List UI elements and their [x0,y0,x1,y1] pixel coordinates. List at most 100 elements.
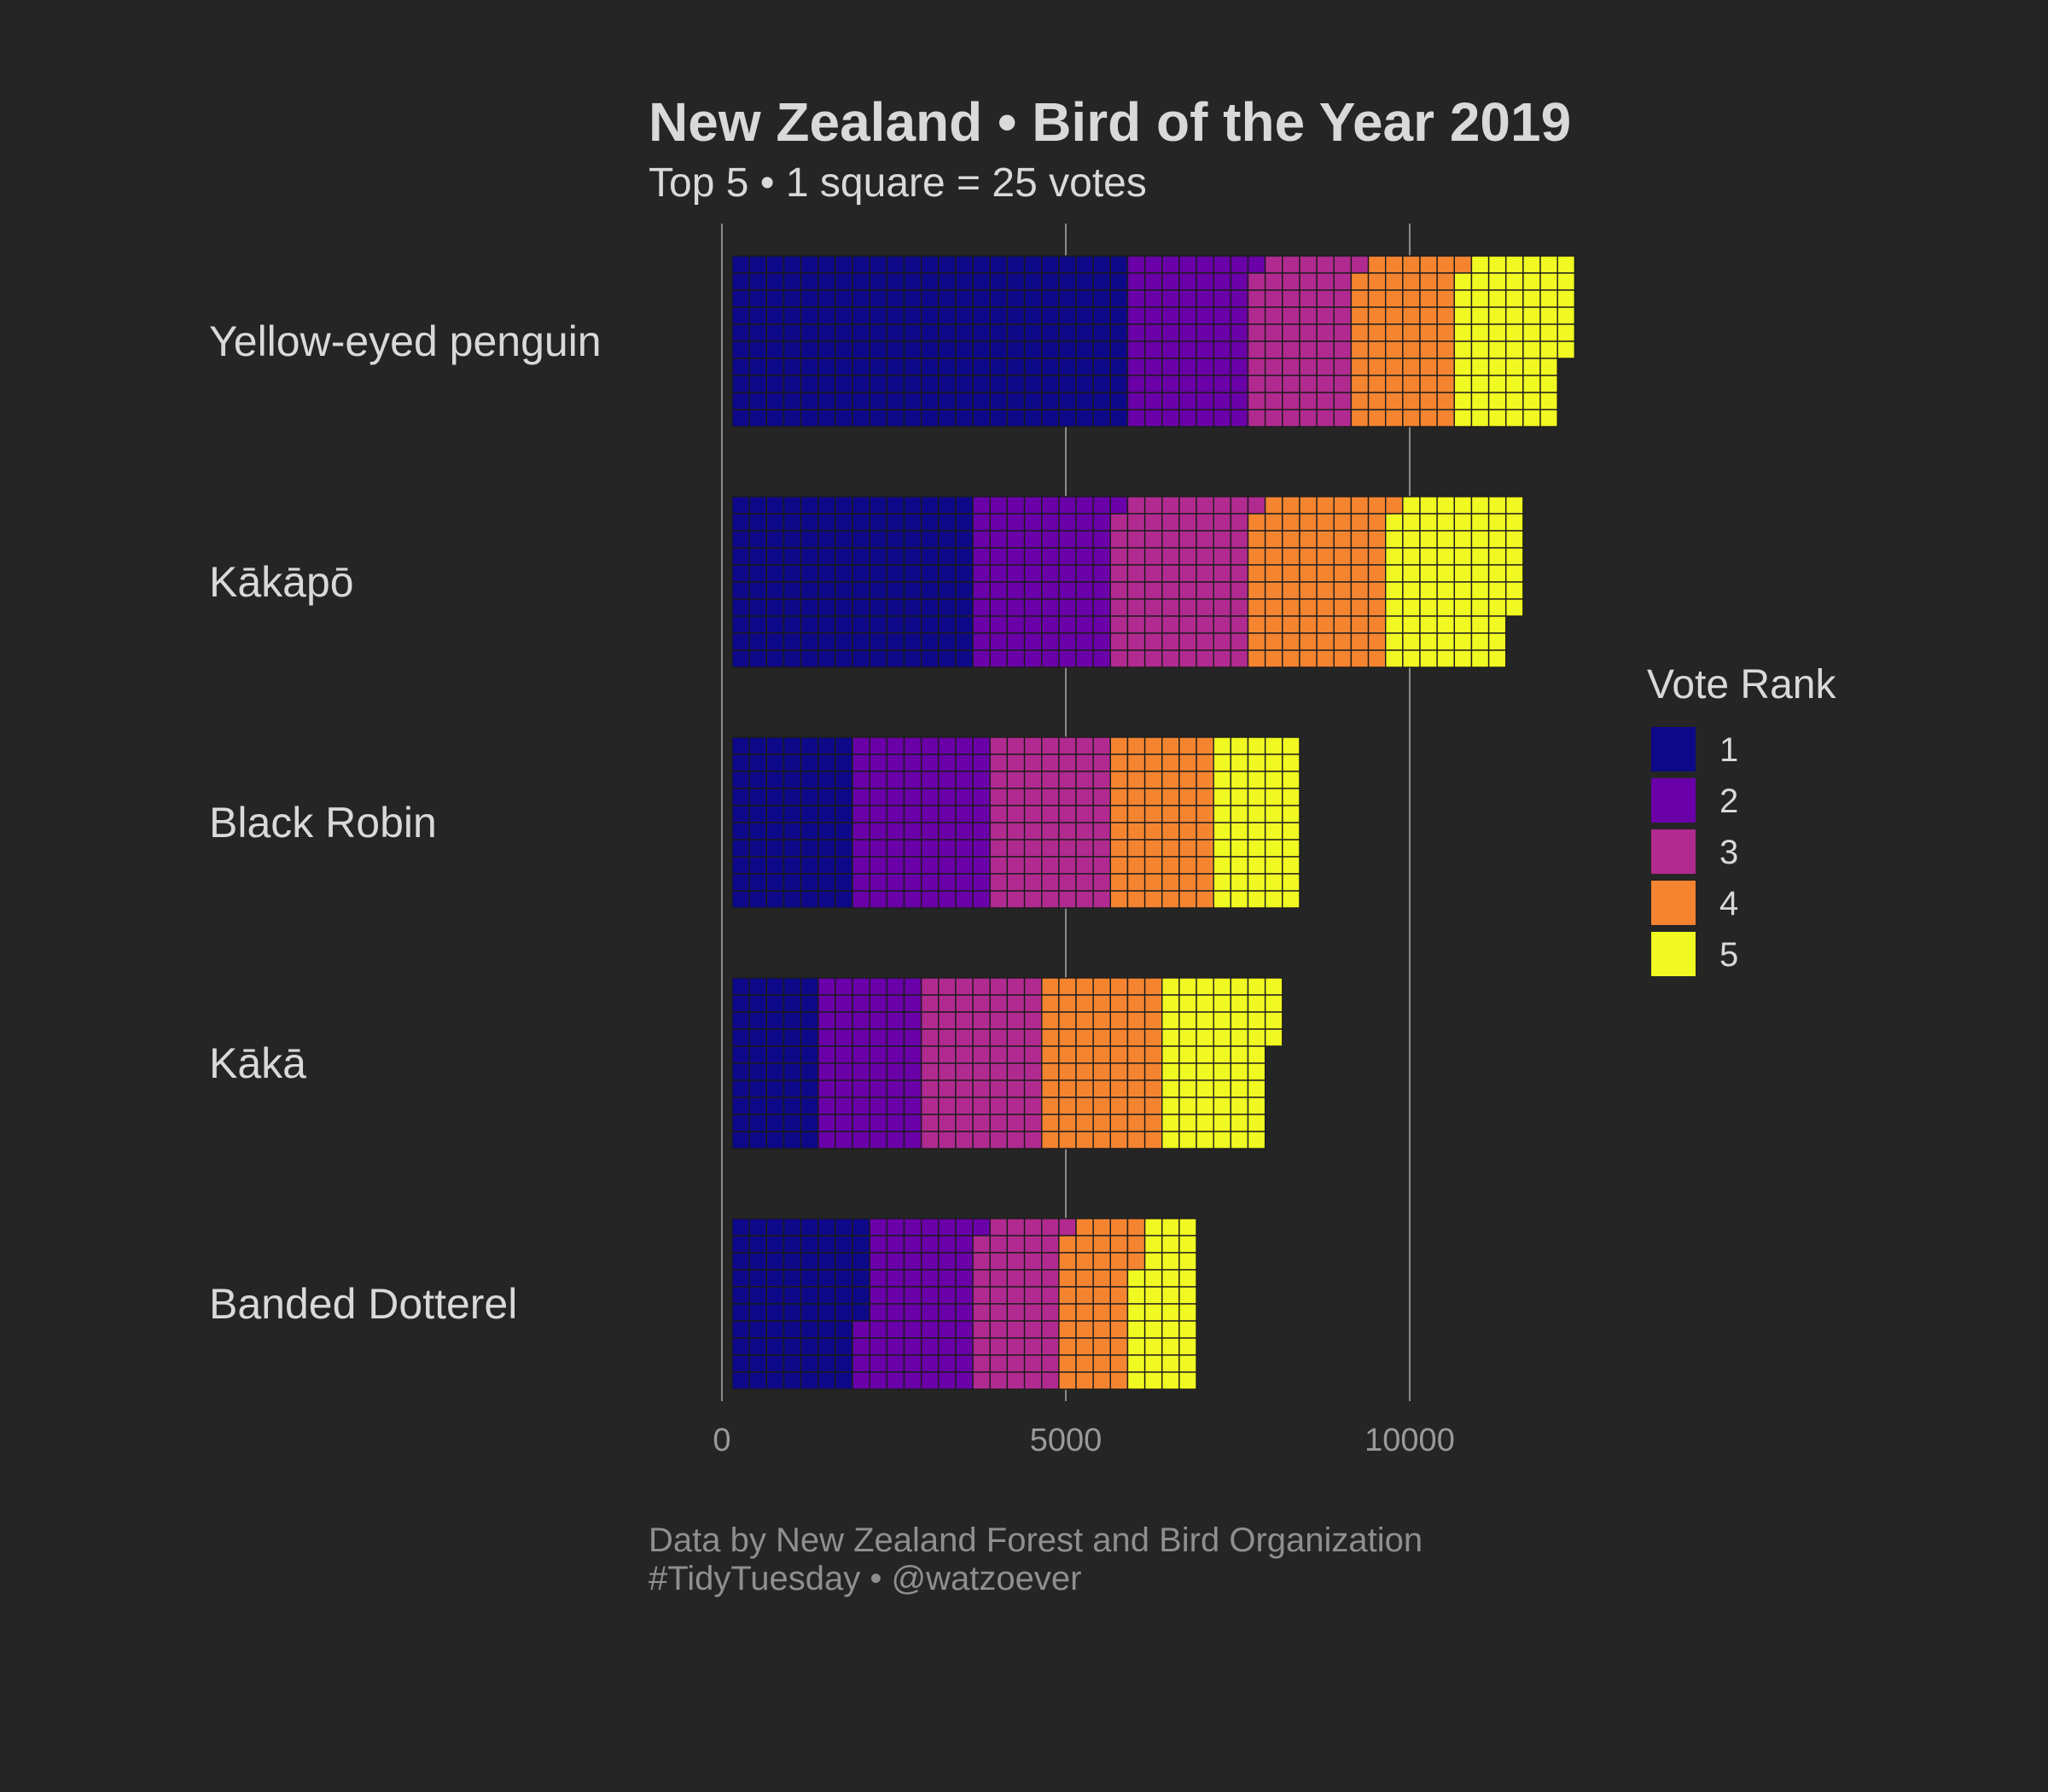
square-yellow-eyed-penguin-rank-1 [1006,375,1026,393]
square-kaka-rank-5 [1247,977,1266,996]
square-yellow-eyed-penguin-rank-2 [1196,272,1214,291]
square-kaka-rank-4 [1092,1097,1112,1115]
chart-title: New Zealand • Bird of the Year 2019 [649,91,1571,153]
square-yellow-eyed-penguin-rank-1 [1058,289,1077,308]
square-yellow-eyed-penguin-rank-2 [1230,272,1249,291]
square-banded-dotterel-rank-1 [835,1286,853,1305]
square-banded-dotterel-rank-4 [1075,1337,1094,1356]
square-kaka-rank-5 [1178,1028,1197,1047]
square-kaka-rank-1 [731,1079,750,1098]
square-black-robin-rank-2 [869,873,888,892]
square-kakapo-rank-1 [903,564,922,583]
square-yellow-eyed-penguin-rank-1 [886,272,905,291]
square-kakapo-rank-4 [1333,632,1353,651]
square-yellow-eyed-penguin-rank-4 [1419,375,1438,393]
square-black-robin-rank-3 [1023,736,1043,755]
square-banded-dotterel-rank-2 [903,1337,922,1356]
square-yellow-eyed-penguin-rank-2 [1196,375,1214,393]
square-yellow-eyed-penguin-rank-4 [1384,323,1404,342]
square-banded-dotterel-rank-2 [869,1218,888,1236]
square-kaka-rank-3 [1006,1079,1026,1098]
square-yellow-eyed-penguin-rank-1 [1058,375,1077,393]
square-yellow-eyed-penguin-rank-2 [1213,255,1232,274]
square-kakapo-rank-2 [1092,649,1112,668]
square-banded-dotterel-rank-1 [817,1252,836,1271]
square-kakapo-rank-4 [1367,632,1387,651]
square-kakapo-rank-1 [886,615,905,634]
square-black-robin-rank-2 [972,771,991,789]
square-kakapo-rank-3 [1143,564,1163,583]
square-yellow-eyed-penguin-rank-1 [869,375,888,393]
square-kaka-rank-4 [1092,977,1112,996]
square-kakapo-rank-1 [886,598,905,617]
square-kaka-rank-4 [1126,1097,1146,1115]
square-banded-dotterel-rank-2 [920,1337,940,1356]
square-black-robin-rank-5 [1230,753,1249,772]
square-black-robin-rank-2 [852,805,870,823]
square-yellow-eyed-penguin-rank-2 [1143,392,1163,410]
square-kaka-rank-2 [886,1131,905,1149]
square-black-robin-rank-5 [1213,873,1232,892]
square-kakapo-rank-1 [731,615,750,634]
square-yellow-eyed-penguin-rank-3 [1333,409,1353,428]
square-kakapo-rank-1 [955,513,974,532]
square-kakapo-rank-5 [1384,564,1404,583]
square-yellow-eyed-penguin-rank-1 [817,272,836,291]
square-yellow-eyed-penguin-rank-3 [1299,255,1318,274]
square-black-robin-rank-4 [1178,822,1197,841]
square-kakapo-rank-5 [1487,564,1507,583]
square-yellow-eyed-penguin-rank-1 [886,409,905,428]
square-kaka-rank-2 [817,994,836,1013]
square-yellow-eyed-penguin-rank-5 [1453,306,1473,325]
square-yellow-eyed-penguin-rank-2 [1213,375,1232,393]
square-yellow-eyed-penguin-rank-1 [955,323,974,342]
square-banded-dotterel-rank-1 [835,1354,853,1373]
square-black-robin-rank-1 [731,788,750,806]
square-black-robin-rank-2 [886,788,905,806]
square-kaka-rank-5 [1161,1011,1180,1030]
square-yellow-eyed-penguin-rank-4 [1367,306,1387,325]
square-black-robin-rank-2 [903,822,922,841]
square-kakapo-rank-2 [1092,564,1112,583]
square-yellow-eyed-penguin-rank-4 [1402,358,1421,376]
square-banded-dotterel-rank-2 [920,1371,940,1390]
square-kaka-rank-2 [835,1097,853,1115]
square-kaka-rank-5 [1161,1062,1180,1081]
square-kaka-rank-2 [852,1011,870,1030]
square-banded-dotterel-rank-2 [920,1320,940,1339]
square-kakapo-rank-1 [835,649,853,668]
square-banded-dotterel-rank-2 [938,1354,957,1373]
square-kaka-rank-1 [783,994,802,1013]
square-yellow-eyed-penguin-rank-1 [1109,289,1129,308]
square-black-robin-rank-1 [800,736,819,755]
square-black-robin-rank-1 [835,822,853,841]
square-black-robin-rank-2 [886,736,905,755]
square-black-robin-rank-3 [1023,873,1043,892]
square-black-robin-rank-3 [1092,822,1112,841]
square-black-robin-rank-1 [835,839,853,858]
square-kaka-rank-3 [1006,1028,1026,1047]
x-axis-ticks: 0 5000 10000 [713,1423,1454,1458]
square-black-robin-rank-5 [1282,890,1300,909]
square-kaka-rank-3 [955,977,974,996]
square-black-robin-rank-4 [1161,788,1180,806]
square-yellow-eyed-penguin-rank-2 [1178,306,1197,325]
square-banded-dotterel-rank-2 [955,1252,974,1271]
square-banded-dotterel-rank-3 [1040,1337,1060,1356]
square-black-robin-rank-1 [817,753,836,772]
square-black-robin-rank-5 [1247,856,1266,875]
square-kaka-rank-5 [1247,1062,1266,1081]
square-banded-dotterel-rank-3 [1006,1303,1026,1322]
square-kakapo-rank-5 [1436,598,1456,617]
square-kaka-rank-3 [920,994,940,1013]
square-banded-dotterel-rank-2 [903,1320,922,1339]
square-kakapo-rank-4 [1264,581,1283,600]
square-yellow-eyed-penguin-rank-1 [1058,358,1077,376]
square-yellow-eyed-penguin-rank-1 [1109,375,1129,393]
square-yellow-eyed-penguin-rank-1 [800,289,819,308]
square-banded-dotterel-rank-3 [1040,1269,1060,1288]
square-banded-dotterel-rank-2 [938,1320,957,1339]
square-kaka-rank-3 [972,1028,991,1047]
square-kaka-rank-4 [1109,1028,1129,1047]
legend-label-5: 5 [1719,936,1738,974]
